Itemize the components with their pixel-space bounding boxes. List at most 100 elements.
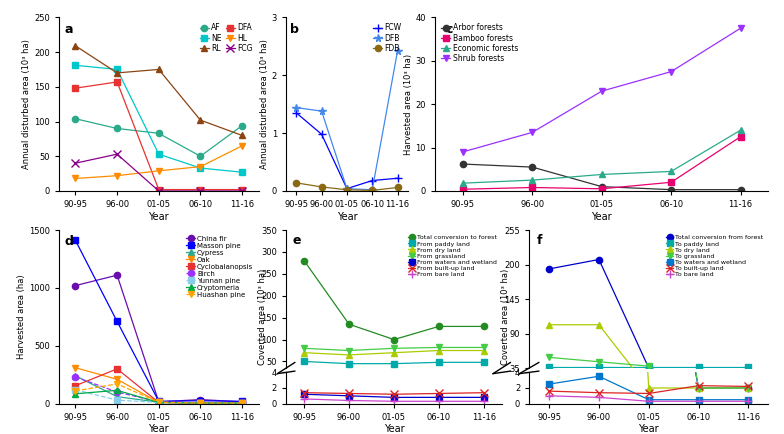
To paddy land: [644, 120, 653, 125]
From paddy land: [389, 361, 398, 366]
Cyclobalanopsis: [196, 401, 205, 406]
To dry land: [744, 386, 753, 391]
Total conversion from forest: [544, 266, 554, 272]
To paddy land: [544, 365, 554, 370]
To grassland: [644, 364, 653, 369]
NE: [196, 165, 205, 171]
From waters and wetland: [389, 381, 398, 386]
From grassland: [389, 346, 398, 351]
Birch: [154, 399, 163, 404]
From grassland: [479, 345, 488, 350]
From paddy land: [344, 49, 354, 55]
Line: To dry land: To dry land: [546, 0, 752, 391]
To built-up land: [544, 386, 554, 391]
To waters and wetland: [594, 374, 604, 379]
Masson pine: [196, 398, 205, 403]
FCW: [317, 132, 326, 137]
Text: f: f: [536, 234, 542, 247]
Total conversion from forest: [694, 386, 703, 391]
To waters and wetland: [544, 381, 554, 387]
FCW: [393, 176, 402, 181]
To bare land: [694, 387, 703, 392]
Line: DFB: DFB: [292, 47, 401, 194]
Text: c: c: [445, 23, 452, 36]
Total conversion from forest: [744, 385, 753, 391]
FCG: [154, 188, 163, 194]
To paddy land: [694, 120, 703, 125]
Line: NE: NE: [72, 62, 245, 175]
From paddy land: [299, 10, 309, 16]
From dry land: [479, 348, 488, 353]
Masson pine: [238, 399, 247, 404]
Total conversion from forest: [694, 385, 703, 391]
NE: [238, 170, 247, 175]
Economic forests: [736, 128, 746, 133]
Total conversion to forest: [479, 324, 488, 329]
X-axis label: Year: Year: [638, 424, 659, 434]
China fir: [71, 283, 80, 288]
To grassland: [744, 386, 753, 391]
From built-up land: [344, 391, 354, 396]
Line: From grassland: From grassland: [301, 344, 487, 354]
From bare land: [479, 381, 488, 386]
Line: Economic forests: Economic forests: [459, 127, 744, 186]
Line: FDB: FDB: [293, 180, 401, 194]
DFB: [368, 187, 377, 192]
From paddy land: [479, 26, 488, 31]
DFA: [238, 187, 247, 192]
To paddy land: [744, 365, 753, 370]
China fir: [154, 399, 163, 404]
HL: [71, 176, 80, 181]
Shrub forests: [666, 69, 676, 74]
Cyclobalanopsis: [71, 383, 80, 388]
Line: To built-up land: To built-up land: [546, 385, 752, 393]
Line: Birch: Birch: [72, 374, 245, 406]
To paddy land: [744, 120, 753, 125]
To grassland: [594, 359, 604, 365]
DFA: [196, 187, 205, 192]
Yunnan pine: [154, 400, 163, 405]
To paddy land: [594, 120, 604, 125]
Bamboo forests: [458, 187, 467, 192]
To grassland: [744, 385, 753, 391]
To dry land: [544, 322, 554, 327]
RL: [112, 70, 122, 76]
From waters and wetland: [299, 380, 309, 385]
Birch: [196, 401, 205, 406]
Total conversion to forest: [344, 322, 354, 327]
From waters and wetland: [434, 395, 444, 400]
From bare land: [344, 381, 354, 386]
Line: Cyclobalanopsis: Cyclobalanopsis: [72, 366, 245, 406]
From grassland: [344, 348, 354, 353]
From built-up land: [344, 380, 354, 385]
Bamboo forests: [528, 185, 537, 190]
FCG: [71, 161, 80, 166]
HL: [238, 143, 247, 148]
Oak: [154, 400, 163, 405]
Line: Cypress: Cypress: [72, 373, 245, 406]
Shrub forests: [458, 149, 467, 155]
From paddy land: [434, 26, 444, 31]
To built-up land: [744, 386, 753, 391]
FDB: [368, 188, 377, 193]
Line: China fir: China fir: [72, 272, 245, 405]
China fir: [112, 273, 122, 278]
To grassland: [594, 49, 604, 55]
Line: From dry land: From dry land: [301, 347, 487, 358]
Legend: China fir, Masson pine, Cypress, Oak, Cyclobalanopsis, Birch, Yunnan pine, Crypt: China fir, Masson pine, Cypress, Oak, Cy…: [184, 233, 256, 300]
To paddy land: [644, 365, 653, 370]
From paddy land: [479, 360, 488, 365]
From bare land: [434, 381, 444, 386]
Economic forests: [528, 178, 537, 183]
Total conversion to forest: [299, 258, 309, 263]
FCG: [238, 188, 247, 194]
Line: Shrub forests: Shrub forests: [459, 25, 744, 155]
From dry land: [344, 352, 354, 358]
From paddy land: [389, 49, 398, 55]
To built-up land: [544, 388, 554, 394]
Cyclobalanopsis: [238, 401, 247, 406]
RL: [238, 133, 247, 138]
Y-axis label: Harvested area (ha): Harvested area (ha): [17, 275, 26, 359]
To bare land: [644, 399, 653, 404]
Line: From waters and wetland: From waters and wetland: [301, 391, 487, 401]
